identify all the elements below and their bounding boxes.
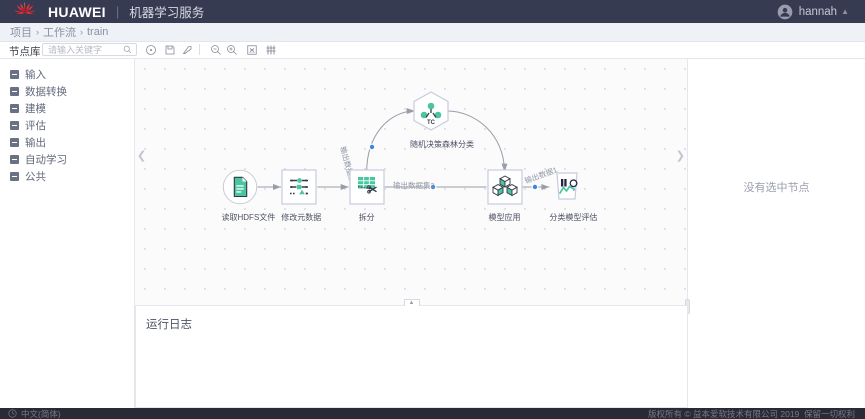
svg-text:TC: TC [427, 120, 436, 126]
